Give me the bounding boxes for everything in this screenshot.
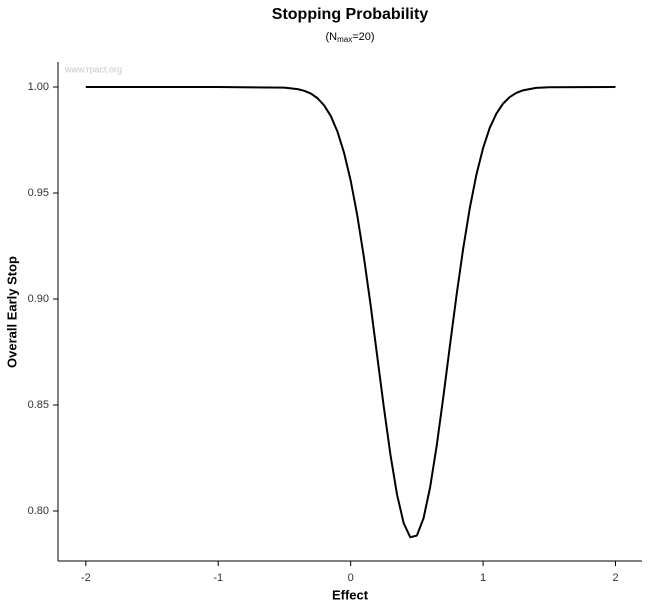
y-tick-label: 1.00 xyxy=(28,81,49,93)
y-tick-label: 0.90 xyxy=(28,293,49,305)
x-tick-label: 0 xyxy=(348,572,354,584)
chart-title: Stopping Probability xyxy=(272,6,429,23)
chart-subtitle: (Nmax=20) xyxy=(325,31,374,44)
x-tick-label: -2 xyxy=(81,572,91,584)
subtitle-prefix: (N xyxy=(325,31,337,43)
watermark: www.rpact.org xyxy=(64,64,122,74)
subtitle-suffix: =20) xyxy=(352,31,374,43)
y-tick-label: 0.85 xyxy=(28,399,49,411)
x-axis-label: Effect xyxy=(332,587,369,602)
y-tick-label: 0.95 xyxy=(28,187,49,199)
line-series xyxy=(85,86,616,539)
y-tick-label: 0.80 xyxy=(28,505,49,517)
subtitle-subscript: max xyxy=(337,35,352,44)
x-tick-label: 1 xyxy=(480,572,486,584)
y-axis-label: Overall Early Stop xyxy=(4,256,19,368)
x-tick-label: 2 xyxy=(612,572,618,584)
x-tick-label: -1 xyxy=(213,572,223,584)
